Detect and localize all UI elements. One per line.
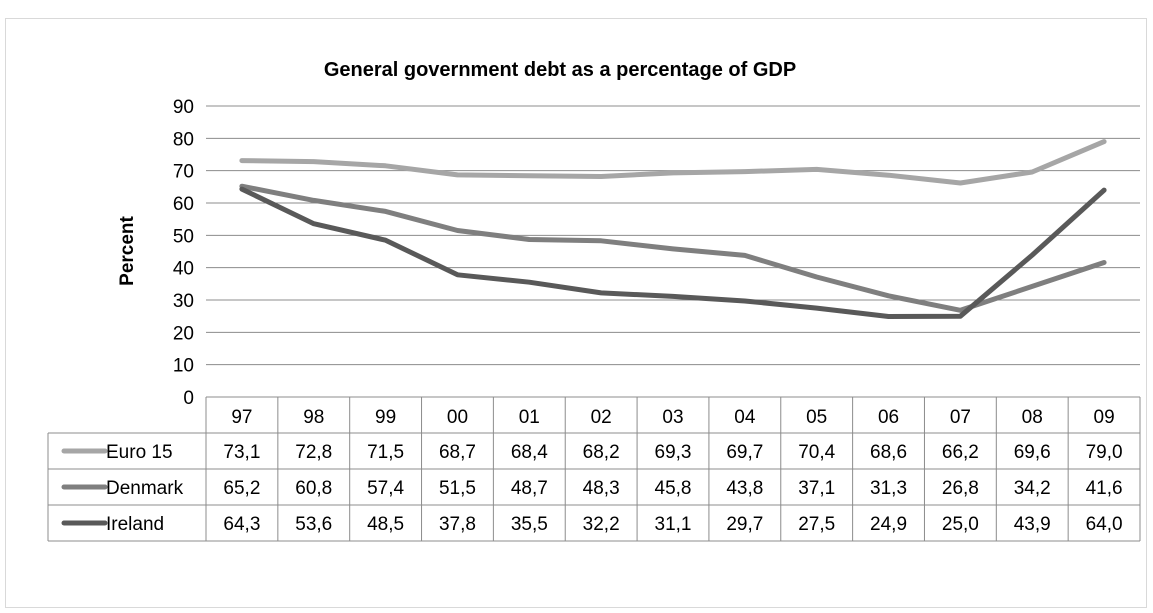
data-label: 37,1 [798, 478, 835, 499]
data-label: 41,6 [1086, 478, 1123, 499]
x-tick-label: 09 [1094, 407, 1115, 428]
data-label: 64,3 [223, 514, 260, 535]
data-label: 43,9 [1014, 514, 1051, 535]
legend-label: Euro 15 [106, 442, 173, 463]
data-label: 48,3 [583, 478, 620, 499]
data-label: 65,2 [223, 478, 260, 499]
y-tick-label: 10 [173, 356, 194, 377]
data-label: 60,8 [295, 478, 332, 499]
x-tick-label: 02 [591, 407, 612, 428]
x-tick-label: 04 [734, 407, 756, 428]
y-tick-label: 40 [173, 259, 194, 280]
data-label: 43,8 [726, 478, 763, 499]
data-label: 45,8 [655, 478, 692, 499]
data-label: 51,5 [439, 478, 476, 499]
legend-label: Ireland [106, 514, 164, 535]
data-label: 34,2 [1014, 478, 1051, 499]
y-axis-label: Percent [117, 215, 138, 285]
y-tick-label: 60 [173, 194, 194, 215]
data-label: 48,7 [511, 478, 548, 499]
data-label: 69,7 [726, 442, 763, 463]
data-label: 64,0 [1086, 514, 1123, 535]
data-label: 72,8 [295, 442, 332, 463]
data-label: 37,8 [439, 514, 476, 535]
data-table: 97 98 99 00 01 02 03 04 05 06 07 08 09 Euro 15 73,1 72,… [47, 396, 1141, 542]
data-label: 31,1 [655, 514, 692, 535]
data-label: 73,1 [223, 442, 260, 463]
x-tick-label: 08 [1022, 407, 1043, 428]
data-label: 24,9 [870, 514, 907, 535]
y-tick-label: 70 [173, 162, 194, 183]
data-label: 71,5 [367, 442, 404, 463]
data-label: 70,4 [798, 442, 835, 463]
y-tick-label: 80 [173, 129, 194, 150]
x-tick-label: 06 [878, 407, 899, 428]
x-tick-label: 01 [519, 407, 540, 428]
data-label: 53,6 [295, 514, 332, 535]
data-label: 68,4 [511, 442, 548, 463]
data-label: 68,7 [439, 442, 476, 463]
data-label: 68,2 [583, 442, 620, 463]
data-label: 48,5 [367, 514, 404, 535]
gridlines [206, 105, 1140, 366]
y-axis-ticks: 0 10 20 30 40 50 60 70 80 90 [173, 97, 194, 409]
data-label: 29,7 [726, 514, 763, 535]
x-tick-label: 97 [231, 407, 252, 428]
data-label: 32,2 [583, 514, 620, 535]
data-label: 57,4 [367, 478, 404, 499]
series-lines [239, 139, 1107, 319]
y-tick-label: 30 [173, 291, 194, 312]
x-tick-label: 99 [375, 407, 396, 428]
x-tick-label: 98 [303, 407, 324, 428]
data-label: 66,2 [942, 442, 979, 463]
y-tick-label: 0 [183, 388, 194, 409]
y-tick-label: 50 [173, 226, 194, 247]
y-tick-label: 90 [173, 97, 194, 118]
chart-title: General government debt as a percentage … [324, 59, 796, 81]
x-tick-label: 03 [662, 407, 683, 428]
data-label: 27,5 [798, 514, 835, 535]
x-tick-label: 00 [447, 407, 468, 428]
legend-label: Denmark [106, 478, 184, 499]
data-label: 35,5 [511, 514, 548, 535]
data-label: 69,3 [655, 442, 692, 463]
data-label: 79,0 [1086, 442, 1123, 463]
data-label: 25,0 [942, 514, 979, 535]
x-tick-label: 07 [950, 407, 971, 428]
data-label: 31,3 [870, 478, 907, 499]
data-label: 68,6 [870, 442, 907, 463]
series-line-euro-15 [239, 139, 1107, 186]
x-tick-label: 05 [806, 407, 827, 428]
data-label: 26,8 [942, 478, 979, 499]
chart-border [5, 18, 1147, 608]
series-line-denmark [239, 183, 1107, 313]
y-tick-label: 20 [173, 323, 194, 344]
series-line-ireland [239, 186, 1107, 319]
data-label: 69,6 [1014, 442, 1051, 463]
